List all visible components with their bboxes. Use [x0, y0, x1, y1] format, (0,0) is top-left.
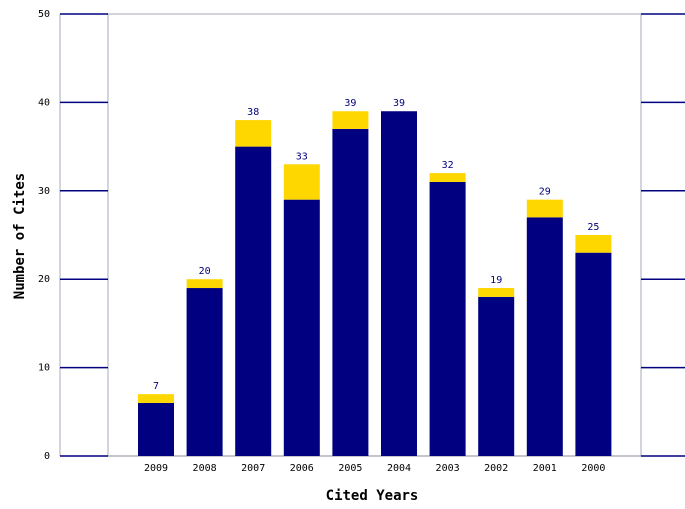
x-tick-label: 2006 [290, 463, 314, 474]
bar-segment [283, 164, 320, 200]
labels: 7 2009 20 2008 38 2007 33 2006 39 2005 39 2004 32 200… [144, 98, 605, 474]
data-label: 38 [247, 107, 259, 118]
bar-segment [429, 181, 466, 456]
data-label: 32 [442, 160, 454, 171]
y-tick-label: 30 [38, 186, 50, 197]
y-tick-label: 10 [38, 363, 50, 374]
bar-segment [575, 252, 612, 456]
x-tick-label: 2009 [144, 463, 168, 474]
data-label: 39 [393, 98, 405, 109]
bars [138, 111, 612, 457]
y-tick-label: 0 [44, 451, 50, 462]
bar-segment [186, 288, 223, 456]
y-tick-label: 20 [38, 274, 50, 285]
data-label: 39 [344, 98, 356, 109]
y-tick-label: 40 [38, 97, 50, 108]
x-tick-label: 2003 [436, 463, 460, 474]
y-ticks: 0 10 20 30 40 50 [38, 9, 685, 462]
x-tick-label: 2005 [338, 463, 362, 474]
bar-segment [429, 173, 466, 182]
bar-segment [283, 199, 320, 456]
y-tick-label: 50 [38, 9, 50, 20]
bar-segment [526, 217, 563, 456]
bar-segment [575, 235, 612, 253]
bar-segment [138, 394, 174, 403]
bar-segment [332, 128, 369, 457]
x-axis-title: Cited Years [326, 488, 419, 504]
data-label: 33 [296, 151, 308, 162]
x-tick-label: 2001 [533, 463, 557, 474]
x-tick-label: 2008 [193, 463, 217, 474]
bar-segment [138, 402, 174, 456]
bar-segment [186, 279, 223, 289]
bar-segment [235, 146, 272, 456]
bar-segment [381, 111, 417, 457]
x-tick-label: 2004 [387, 463, 411, 474]
bar-segment [478, 296, 515, 456]
data-label: 25 [587, 222, 599, 233]
x-tick-label: 2007 [241, 463, 265, 474]
x-tick-label: 2002 [484, 463, 508, 474]
bar-segment [332, 111, 369, 129]
data-label: 19 [490, 275, 502, 286]
data-label: 20 [199, 266, 211, 277]
bar-segment [526, 199, 563, 218]
data-label: 7 [153, 381, 159, 392]
data-label: 29 [539, 187, 551, 198]
bar-segment [235, 120, 272, 147]
bar-segment [478, 288, 515, 297]
x-tick-label: 2000 [581, 463, 605, 474]
y-axis-title: Number of Cites [12, 173, 28, 299]
